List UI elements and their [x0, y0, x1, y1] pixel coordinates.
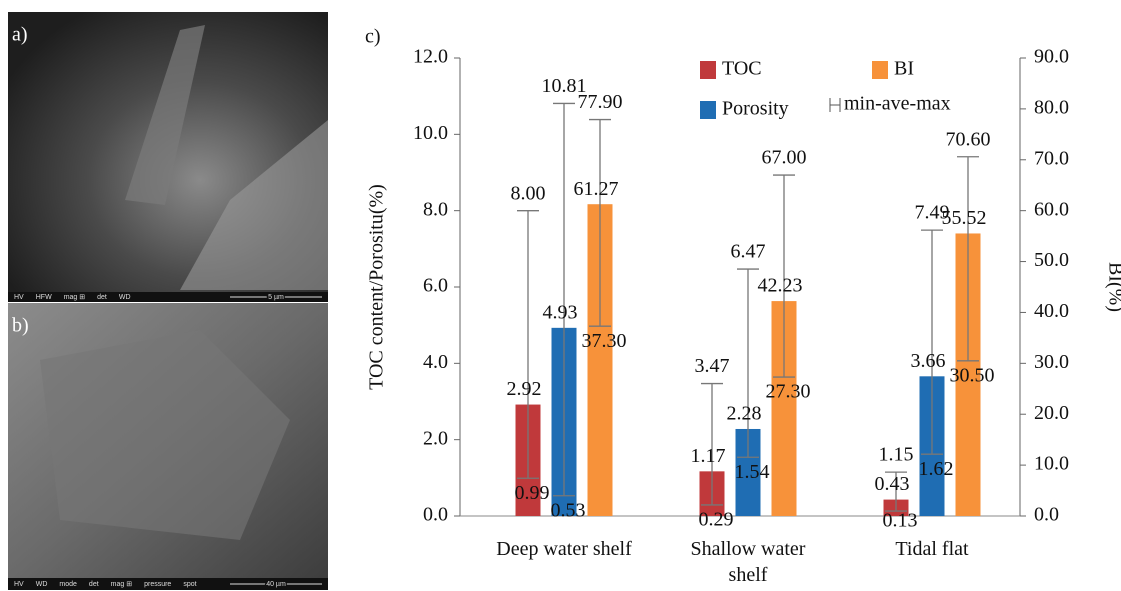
value-label: 2.92 [507, 378, 542, 400]
legend-swatch [700, 61, 716, 79]
y2-axis-title: BI(%) [1104, 262, 1121, 312]
y2-tick-label: 70.0 [1034, 147, 1069, 169]
legend-label: TOC [722, 58, 762, 80]
legend-swatch [700, 101, 716, 119]
legend-swatch [872, 61, 888, 79]
max-label: 3.47 [695, 355, 730, 377]
value-label: 42.23 [758, 275, 803, 297]
y-tick-label: 8.0 [423, 198, 448, 220]
info-label: det [97, 294, 107, 301]
value-label: 61.27 [574, 178, 619, 200]
figure: a) HV HFW mag ⊞ det WD 5 µm b) HV WD mode det mag ⊞ p… [0, 0, 1121, 591]
min-label: 0.29 [699, 509, 734, 531]
info-label: WD [119, 294, 131, 301]
chart: a) HV HFW mag ⊞ det WD 5 µm b) HV WD mode det mag ⊞ p… [0, 0, 1121, 591]
min-label: 0.13 [883, 510, 918, 532]
y2-tick-label: 30.0 [1034, 351, 1069, 373]
image-label: b) [12, 315, 29, 337]
min-label: 1.54 [735, 461, 770, 483]
value-label: 0.43 [875, 473, 910, 495]
x-tick-label: Tidal flat [857, 536, 1007, 562]
min-label: 0.53 [551, 499, 586, 521]
value-label: 4.93 [543, 301, 578, 323]
info-label: pressure [144, 581, 171, 588]
max-label: 77.90 [578, 91, 623, 113]
y-tick-label: 6.0 [423, 275, 448, 297]
info-label: det [89, 581, 99, 588]
min-label: 37.30 [582, 330, 627, 352]
info-label: WD [36, 581, 48, 588]
info-label: mode [59, 581, 77, 588]
min-label: 27.30 [766, 381, 811, 403]
y2-tick-label: 0.0 [1034, 504, 1059, 526]
max-label: 8.00 [511, 182, 546, 204]
panel-label: c) [365, 26, 381, 48]
legend-label: min-ave-max [844, 93, 951, 115]
image-label: a) [12, 24, 28, 46]
y2-tick-label: 80.0 [1034, 96, 1069, 118]
value-label: 55.52 [942, 207, 987, 229]
x-tick-label: Deep water shelf [489, 536, 639, 562]
min-label: 30.50 [950, 364, 995, 386]
max-label: 6.47 [731, 241, 766, 263]
scale-label: 40 µm [266, 581, 286, 588]
info-label: mag ⊞ [111, 581, 133, 588]
min-label: 1.62 [919, 458, 954, 480]
value-label: 2.28 [727, 403, 762, 425]
legend-label: BI [894, 58, 914, 80]
info-label: spot [183, 581, 196, 588]
min-label: 0.99 [515, 482, 550, 504]
value-label: 1.17 [691, 445, 726, 467]
y2-tick-label: 40.0 [1034, 300, 1069, 322]
y-tick-label: 2.0 [423, 427, 448, 449]
max-label: 70.60 [946, 128, 991, 150]
value-label: 3.66 [911, 350, 946, 372]
scale-label: 5 µm [268, 294, 284, 301]
legend-label: Porosity [722, 98, 789, 120]
y2-tick-label: 90.0 [1034, 46, 1069, 68]
y2-tick-label: 50.0 [1034, 249, 1069, 271]
y2-tick-label: 20.0 [1034, 402, 1069, 424]
y-tick-label: 12.0 [413, 46, 448, 68]
y2-tick-label: 60.0 [1034, 198, 1069, 220]
y2-tick-label: 10.0 [1034, 453, 1069, 475]
info-label: HV [14, 294, 24, 301]
info-label: mag ⊞ [64, 294, 86, 301]
x-tick-label: Shallow water shelf [673, 536, 823, 588]
y-tick-label: 10.0 [413, 122, 448, 144]
max-label: 67.00 [762, 147, 807, 169]
info-label: HV [14, 581, 24, 588]
y-tick-label: 4.0 [423, 351, 448, 373]
y-axis-title: TOC content/Porositu(%) [366, 184, 388, 390]
y-tick-label: 0.0 [423, 504, 448, 526]
info-label: HFW [36, 294, 52, 301]
max-label: 1.15 [879, 444, 914, 466]
